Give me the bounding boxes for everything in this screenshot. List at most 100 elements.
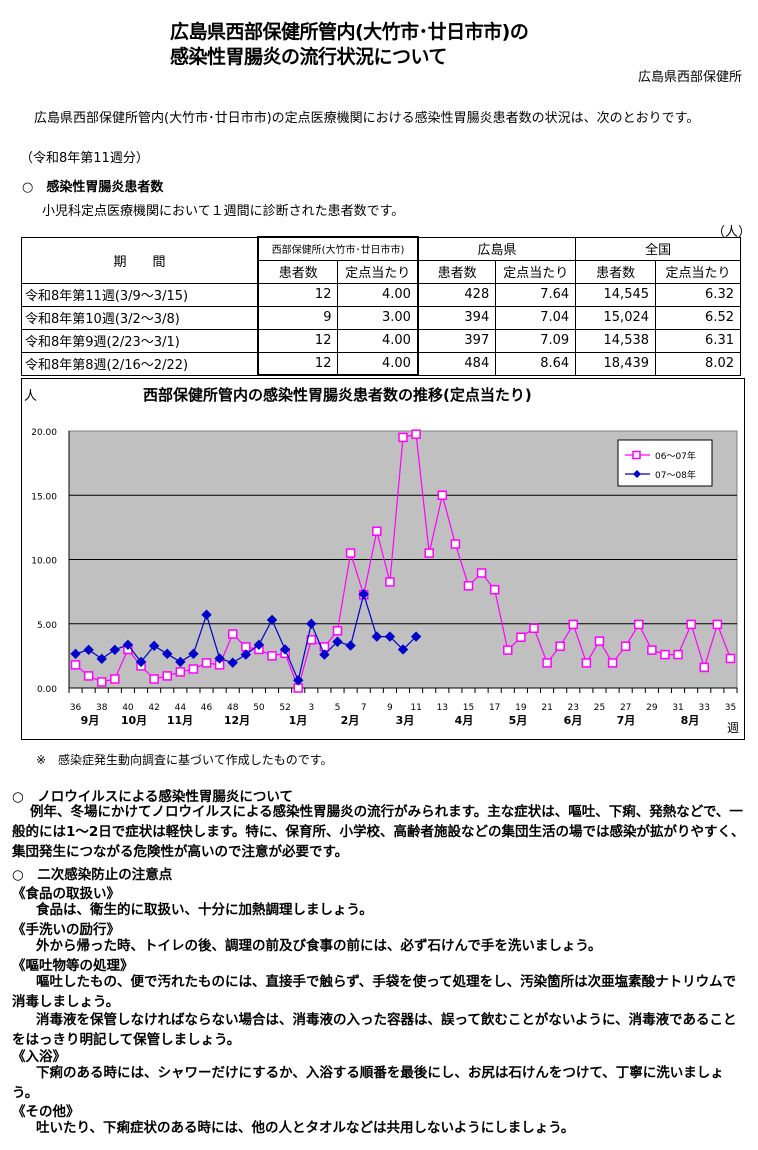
data-point-square	[463, 581, 474, 591]
y-tick-label: 5.00	[37, 621, 57, 631]
legend-box	[617, 439, 713, 487]
data-point-square	[110, 674, 120, 684]
x-tick-label: 3	[308, 703, 314, 713]
data-point-square	[686, 619, 696, 630]
section-heading-patients: ○ 感染性胃腸炎患者数	[22, 180, 164, 195]
cell-west-patients: 12	[257, 282, 339, 307]
month-label: 3月	[396, 714, 415, 727]
data-point-square	[516, 632, 526, 642]
item-title-handwash: 《手洗いの励行》	[12, 922, 120, 938]
data-point-diamond	[162, 648, 173, 660]
data-point-square	[411, 429, 421, 439]
item-title-vomit: 《嘔吐物等の処理》	[12, 958, 134, 974]
data-point-square	[529, 623, 539, 633]
x-tick-label: 23	[568, 703, 579, 713]
data-point-square	[437, 490, 448, 500]
data-point-diamond	[253, 639, 265, 651]
cell-west-patients: 12	[257, 351, 339, 376]
x-tick-label: 33	[699, 703, 710, 713]
data-point-square	[424, 548, 434, 558]
x-tick-label: 27	[620, 703, 631, 713]
data-point-square	[162, 671, 172, 681]
item-title-other: 《その他》	[12, 1104, 80, 1120]
data-point-diamond	[306, 618, 317, 629]
data-point-square	[267, 651, 277, 661]
header-nation-patients: 患者数	[575, 259, 657, 284]
data-point-diamond	[345, 640, 356, 651]
organization-name: 広島県西部保健所	[637, 70, 742, 85]
data-point-diamond	[319, 649, 330, 660]
month-label: 11月	[167, 714, 193, 727]
item-text-handwash: 外から帰った時、トイレの後、調理の前及び食事の前には、必ず石けんで手を洗いましょ…	[36, 938, 602, 954]
month-label: 12月	[224, 714, 250, 727]
data-point-diamond	[358, 588, 369, 600]
data-point-diamond	[227, 657, 238, 668]
y-tick-label: 10.00	[31, 557, 57, 567]
data-point-square	[372, 526, 382, 536]
item-title-bath: 《入浴》	[12, 1049, 66, 1065]
month-label: 5月	[509, 714, 528, 727]
x-tick-label: 21	[541, 703, 552, 713]
x-tick-label: 46	[201, 703, 213, 713]
data-point-square	[345, 548, 356, 558]
item-text-vomit: 嘔吐したもの、便で汚れたものには、直接手で触らず、手袋を使って処理をし、汚染箇所…	[12, 974, 737, 1010]
data-point-diamond	[135, 656, 147, 668]
cell-period: 令和8年第11週(3/9～3/15)	[21, 282, 259, 307]
month-label: 6月	[564, 714, 583, 727]
cell-pref-patients: 428	[417, 282, 497, 307]
section-heading-norovirus: ○ ノロウイルスによる感染性胃腸炎について	[12, 789, 293, 805]
chart-title: 西部保健所管内の感染性胃腸炎患者数の推移(定点当たり)	[143, 386, 532, 404]
cell-pref-patients: 484	[417, 351, 497, 376]
data-point-square	[489, 584, 500, 595]
header-pref-per: 定点当たり	[495, 259, 577, 284]
x-tick-label: 7	[361, 703, 367, 713]
item-text-food: 食品は、衛生的に取扱い、十分に加熱調理しましょう。	[36, 902, 373, 918]
legend-label: 06～07年	[655, 450, 696, 462]
data-point-diamond	[148, 640, 160, 652]
section-heading-prevention: ○ 二次感染防止の注意点	[12, 867, 173, 883]
x-tick-label: 52	[279, 703, 290, 713]
x-axis-unit: 週	[727, 721, 739, 735]
x-tick-label: 13	[437, 703, 448, 713]
x-tick-label: 5	[335, 703, 341, 713]
data-point-diamond	[332, 636, 343, 647]
month-label: 4月	[455, 714, 474, 727]
cell-period: 令和8年第9週(2/23～3/1)	[21, 328, 259, 353]
data-point-square	[398, 432, 408, 443]
data-point-diamond	[384, 631, 396, 642]
x-tick-label: 48	[227, 703, 239, 713]
data-point-diamond	[240, 649, 252, 660]
data-point-square	[594, 636, 605, 646]
data-point-square	[385, 577, 395, 587]
cell-west-per: 4.00	[337, 328, 419, 353]
y-tick-label: 20.00	[31, 428, 57, 438]
cell-pref-per: 8.64	[495, 351, 577, 376]
data-point-diamond	[83, 644, 94, 656]
item-text-vomit-2: 消毒液を保管しなければならない場合は、消毒液の入った容器は、誤って飲むことがない…	[12, 1012, 737, 1048]
data-point-square	[503, 645, 513, 655]
table-row: 令和8年第11週(3/9～3/15) 12 4.00 428 7.64 14,5…	[21, 282, 741, 307]
header-nation-per: 定点当たり	[655, 259, 741, 284]
data-point-square	[647, 645, 657, 655]
header-group-nation: 全国	[575, 236, 741, 261]
x-tick-label: 9	[387, 703, 393, 713]
chart-y-unit: 人	[24, 389, 38, 404]
x-tick-label: 40	[122, 703, 134, 713]
data-point-square	[699, 662, 710, 673]
legend-diamond-icon	[633, 470, 641, 478]
x-tick-label: 42	[148, 703, 159, 713]
data-point-square	[725, 653, 736, 664]
data-point-diamond	[175, 656, 186, 668]
y-tick-label: 0.00	[37, 685, 57, 695]
x-tick-label: 25	[594, 703, 605, 713]
data-point-diamond	[397, 644, 409, 655]
unit-label: （人）	[712, 225, 752, 240]
x-tick-label: 11	[410, 703, 421, 713]
legend-square-icon	[632, 450, 641, 460]
report-period: （令和8年第11週分）	[20, 151, 149, 166]
cell-west-per: 4.00	[337, 282, 419, 307]
x-tick-label: 35	[725, 703, 736, 713]
table-header-row-1: 期 間 西部保健所(大竹市･廿日市市) 広島県 全国	[21, 236, 741, 284]
data-point-square	[83, 671, 94, 681]
data-point-square	[227, 629, 238, 639]
